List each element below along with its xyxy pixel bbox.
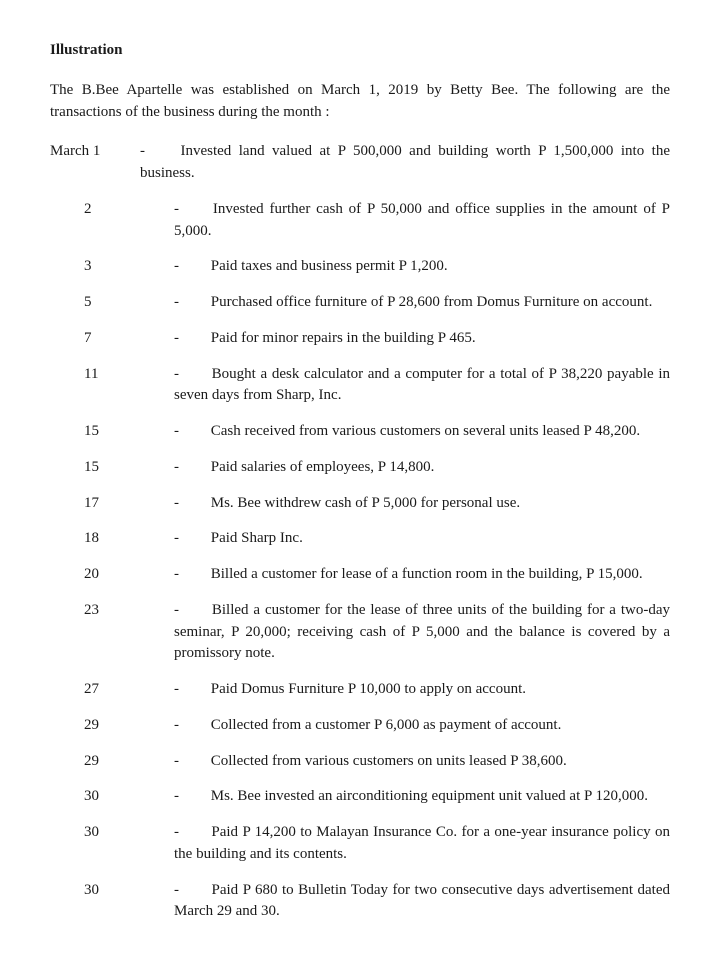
entry-description: - Ms. Bee withdrew cash of P 5,000 for p…: [174, 493, 670, 515]
entry-text: Ms. Bee withdrew cash of P 5,000 for per…: [211, 495, 520, 511]
dash-icon: -: [174, 788, 179, 804]
entry-description: - Paid salaries of employees, P 14,800.: [174, 457, 670, 479]
entry-date: 3: [50, 256, 174, 278]
entry-text: Billed a customer for the lease of three…: [174, 602, 670, 662]
entry-description: - Collected from a customer P 6,000 as p…: [174, 715, 670, 737]
dash-icon: -: [174, 602, 179, 618]
dash-icon: -: [140, 143, 145, 159]
dash-icon: -: [174, 258, 179, 274]
transaction-entry: 20- Billed a customer for lease of a fun…: [50, 564, 670, 586]
transaction-entry: 15- Paid salaries of employees, P 14,800…: [50, 457, 670, 479]
entry-text: Collected from a customer P 6,000 as pay…: [211, 717, 562, 733]
entry-description: - Paid P 680 to Bulletin Today for two c…: [174, 880, 670, 924]
intro-paragraph: The B.Bee Apartelle was established on M…: [50, 80, 670, 124]
entry-text: Paid taxes and business permit P 1,200.: [211, 258, 448, 274]
section-heading: Illustration: [50, 40, 670, 62]
entry-date: 2: [50, 199, 174, 221]
dash-icon: -: [174, 824, 179, 840]
entry-description: - Paid Domus Furniture P 10,000 to apply…: [174, 679, 670, 701]
transaction-entry: 7- Paid for minor repairs in the buildin…: [50, 328, 670, 350]
dash-icon: -: [174, 882, 179, 898]
entry-date: 29: [50, 751, 174, 773]
entry-description: - Paid taxes and business permit P 1,200…: [174, 256, 670, 278]
entry-description: - Paid for minor repairs in the building…: [174, 328, 670, 350]
entry-date: 20: [50, 564, 174, 586]
entry-text: Billed a customer for lease of a functio…: [211, 566, 643, 582]
dash-icon: -: [174, 330, 179, 346]
entry-description: - Billed a customer for the lease of thr…: [174, 600, 670, 665]
transaction-entry: 30- Paid P 680 to Bulletin Today for two…: [50, 880, 670, 924]
entry-description: - Purchased office furniture of P 28,600…: [174, 292, 670, 314]
transaction-entry: March 1- Invested land valued at P 500,0…: [50, 141, 670, 185]
entry-date: 29: [50, 715, 174, 737]
transaction-entry: 17- Ms. Bee withdrew cash of P 5,000 for…: [50, 493, 670, 515]
dash-icon: -: [174, 294, 179, 310]
entry-description: - Paid Sharp Inc.: [174, 528, 670, 550]
dash-icon: -: [174, 566, 179, 582]
entry-date: 15: [50, 421, 174, 443]
entry-description: - Invested further cash of P 50,000 and …: [174, 199, 670, 243]
entry-description: - Bought a desk calculator and a compute…: [174, 364, 670, 408]
entry-date: 30: [50, 880, 174, 902]
transaction-entry: 27- Paid Domus Furniture P 10,000 to app…: [50, 679, 670, 701]
dash-icon: -: [174, 423, 179, 439]
entry-date: 18: [50, 528, 174, 550]
transaction-entry: 23- Billed a customer for the lease of t…: [50, 600, 670, 665]
dash-icon: -: [174, 753, 179, 769]
entry-text: Ms. Bee invested an airconditioning equi…: [211, 788, 648, 804]
entry-text: Invested further cash of P 50,000 and of…: [174, 201, 670, 239]
entry-text: Invested land valued at P 500,000 and bu…: [140, 143, 670, 181]
entry-date: 11: [50, 364, 174, 386]
dash-icon: -: [174, 530, 179, 546]
transaction-list: March 1- Invested land valued at P 500,0…: [50, 141, 670, 923]
entry-description: - Collected from various customers on un…: [174, 751, 670, 773]
transaction-entry: 29- Collected from a customer P 6,000 as…: [50, 715, 670, 737]
dash-icon: -: [174, 681, 179, 697]
entry-text: Paid for minor repairs in the building P…: [211, 330, 476, 346]
transaction-entry: 3- Paid taxes and business permit P 1,20…: [50, 256, 670, 278]
transaction-entry: 11- Bought a desk calculator and a compu…: [50, 364, 670, 408]
dash-icon: -: [174, 717, 179, 733]
entry-description: - Billed a customer for lease of a funct…: [174, 564, 670, 586]
dash-icon: -: [174, 495, 179, 511]
transaction-entry: 30- Ms. Bee invested an airconditioning …: [50, 786, 670, 808]
entry-text: Bought a desk calculator and a computer …: [174, 366, 670, 404]
entry-text: Paid Domus Furniture P 10,000 to apply o…: [211, 681, 526, 697]
transaction-entry: 2- Invested further cash of P 50,000 and…: [50, 199, 670, 243]
entry-date: 5: [50, 292, 174, 314]
entry-date: 27: [50, 679, 174, 701]
entry-description: - Cash received from various customers o…: [174, 421, 670, 443]
entry-date: 30: [50, 822, 174, 844]
entry-description: - Invested land valued at P 500,000 and …: [140, 141, 670, 185]
entry-date: 23: [50, 600, 174, 622]
dash-icon: -: [174, 201, 179, 217]
dash-icon: -: [174, 366, 179, 382]
entry-description: - Paid P 14,200 to Malayan Insurance Co.…: [174, 822, 670, 866]
transaction-entry: 5- Purchased office furniture of P 28,60…: [50, 292, 670, 314]
entry-date: 30: [50, 786, 174, 808]
entry-date: 15: [50, 457, 174, 479]
entry-date: 7: [50, 328, 174, 350]
entry-text: Collected from various customers on unit…: [211, 753, 567, 769]
entry-text: Purchased office furniture of P 28,600 f…: [211, 294, 653, 310]
transaction-entry: 15- Cash received from various customers…: [50, 421, 670, 443]
entry-text: Paid P 14,200 to Malayan Insurance Co. f…: [174, 824, 670, 862]
entry-date: March 1: [50, 141, 140, 163]
entry-text: Paid salaries of employees, P 14,800.: [211, 459, 435, 475]
transaction-entry: 29- Collected from various customers on …: [50, 751, 670, 773]
entry-text: Paid Sharp Inc.: [211, 530, 303, 546]
entry-date: 17: [50, 493, 174, 515]
transaction-entry: 30- Paid P 14,200 to Malayan Insurance C…: [50, 822, 670, 866]
entry-text: Paid P 680 to Bulletin Today for two con…: [174, 882, 670, 920]
entry-description: - Ms. Bee invested an airconditioning eq…: [174, 786, 670, 808]
transaction-entry: 18- Paid Sharp Inc.: [50, 528, 670, 550]
entry-text: Cash received from various customers on …: [211, 423, 640, 439]
dash-icon: -: [174, 459, 179, 475]
